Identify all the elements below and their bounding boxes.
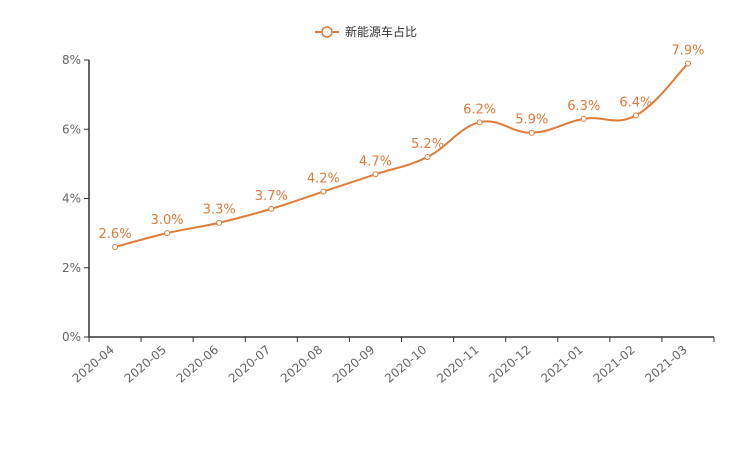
y-tick-label: 2% bbox=[62, 261, 81, 275]
legend-circle-marker bbox=[321, 26, 333, 38]
data-point[interactable] bbox=[632, 112, 639, 119]
data-label: 5.2% bbox=[411, 137, 444, 152]
data-label: 6.3% bbox=[567, 99, 600, 114]
data-label: 3.0% bbox=[151, 213, 184, 228]
data-label: 3.3% bbox=[203, 203, 236, 218]
x-tick-label: 2020-05 bbox=[122, 343, 169, 386]
data-label: 5.9% bbox=[515, 113, 548, 128]
data-label: 4.2% bbox=[307, 172, 340, 187]
data-label: 3.7% bbox=[255, 189, 288, 204]
data-point[interactable] bbox=[112, 243, 119, 250]
x-tick-label: 2021-03 bbox=[642, 343, 689, 386]
legend-label: 新能源车占比 bbox=[345, 24, 417, 39]
data-point[interactable] bbox=[528, 129, 535, 136]
x-tick-label: 2020-12 bbox=[486, 343, 533, 386]
data-point[interactable] bbox=[372, 171, 379, 178]
data-label: 2.6% bbox=[99, 227, 132, 242]
data-point[interactable] bbox=[164, 230, 171, 237]
data-point[interactable] bbox=[476, 119, 483, 126]
x-tick-label: 2020-04 bbox=[70, 343, 117, 386]
y-tick-label: 6% bbox=[62, 122, 81, 136]
data-point[interactable] bbox=[684, 60, 691, 67]
x-tick-label: 2020-11 bbox=[434, 343, 481, 386]
y-tick-label: 0% bbox=[62, 330, 81, 344]
data-label: 6.4% bbox=[619, 95, 652, 110]
x-tick-label: 2021-02 bbox=[590, 343, 637, 386]
data-label: 7.9% bbox=[671, 43, 704, 58]
x-tick-label: 2020-09 bbox=[330, 343, 377, 386]
x-tick-label: 2020-06 bbox=[174, 343, 221, 386]
x-tick-label: 2020-08 bbox=[278, 343, 325, 386]
y-tick-label: 4% bbox=[62, 192, 81, 206]
x-tick-label: 2020-10 bbox=[382, 343, 429, 386]
data-point[interactable] bbox=[424, 153, 431, 160]
series-line bbox=[114, 62, 689, 248]
x-tick-label: 2021-01 bbox=[538, 343, 585, 386]
data-label: 6.2% bbox=[463, 102, 496, 117]
x-tick-label: 2020-07 bbox=[226, 343, 273, 386]
data-point[interactable] bbox=[580, 115, 587, 122]
data-point[interactable] bbox=[320, 188, 327, 195]
data-point[interactable] bbox=[268, 205, 275, 212]
y-tick-label: 8% bbox=[62, 53, 81, 67]
legend[interactable]: 新能源车占比 bbox=[315, 24, 417, 39]
series-group: 2.6% 3.0% 3.3% 3.7% 4.2% 4.7% 5.2% 6.2% 5.9% 6.3%… bbox=[99, 43, 704, 250]
data-point[interactable] bbox=[216, 219, 223, 226]
data-label: 4.7% bbox=[359, 154, 392, 169]
